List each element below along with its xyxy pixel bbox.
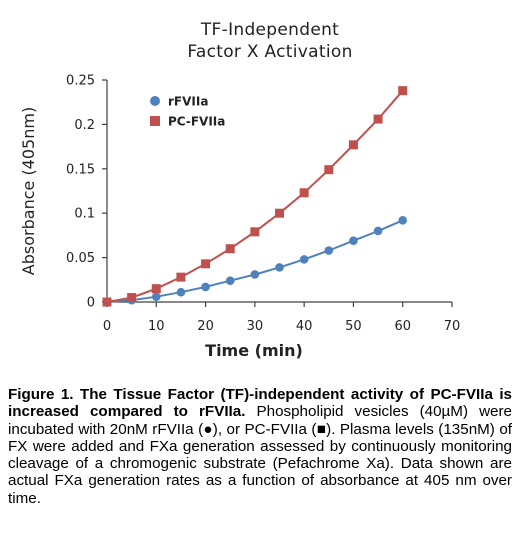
data-point-pc-fviia bbox=[299, 188, 309, 198]
data-point-pc-fviia bbox=[127, 293, 137, 303]
data-point-rfviia bbox=[299, 255, 309, 264]
data-point-pc-fviia bbox=[398, 86, 408, 96]
data-point-pc-fviia bbox=[250, 227, 260, 237]
data-point-pc-fviia bbox=[324, 165, 334, 175]
data-point-pc-fviia bbox=[348, 140, 358, 150]
y-tick-label: 0.25 bbox=[66, 74, 95, 89]
x-tick-label: 30 bbox=[247, 319, 264, 334]
data-point-rfviia bbox=[250, 270, 260, 279]
data-point-rfviia bbox=[201, 282, 210, 292]
x-tick-label: 10 bbox=[148, 319, 165, 334]
data-point-rfviia bbox=[398, 216, 408, 225]
data-point-rfviia bbox=[275, 263, 284, 272]
x-tick-label: 20 bbox=[197, 319, 214, 334]
data-point-rfviia bbox=[373, 226, 383, 236]
x-tick-label: 40 bbox=[296, 319, 313, 334]
data-point-pc-fviia bbox=[275, 208, 284, 218]
x-tick-label: 70 bbox=[444, 319, 461, 334]
legend-label-pc-fviia: PC-FVIIa bbox=[168, 115, 225, 129]
legend-marker-pc-fviia bbox=[150, 116, 160, 126]
caption-text: Phospholipid vesicles (40µM) were incuba… bbox=[8, 403, 512, 507]
caption-bold: Figure 1. The Tissue Factor (TF)-indepen… bbox=[8, 386, 512, 421]
legend-marker-rfviia bbox=[150, 96, 160, 106]
x-tick-label: 0 bbox=[103, 319, 111, 334]
data-point-rfviia bbox=[349, 236, 358, 246]
x-axis-label: Time (min) bbox=[205, 341, 303, 360]
x-tick-label: 60 bbox=[394, 319, 411, 334]
data-point-pc-fviia bbox=[151, 284, 161, 294]
data-point-rfviia bbox=[225, 276, 235, 285]
chart-plot: 0 10 20 30 40 50 60 70 0 0.05 0.1 0.15 0.2 0.25 Time (… bbox=[19, 74, 461, 361]
figure-caption: Figure 1. The Tissue Factor (TF)-indepen… bbox=[8, 386, 512, 507]
y-tick-label: 0.05 bbox=[66, 251, 95, 266]
chart-title-line-1: TF-Independent bbox=[200, 20, 340, 40]
data-point-rfviia bbox=[176, 287, 186, 297]
x-tick-label: 50 bbox=[345, 319, 362, 334]
data-point-pc-fviia bbox=[176, 272, 186, 282]
data-point-pc-fviia bbox=[373, 114, 383, 124]
chart: TF-Independent Factor X Activation 0 10 20… bbox=[19, 20, 461, 361]
y-axis-label: Absorbance (405nm) bbox=[19, 107, 38, 275]
y-tick-label: 0 bbox=[87, 296, 95, 311]
data-point-pc-fviia bbox=[201, 259, 211, 269]
y-tick-label: 0.2 bbox=[74, 118, 95, 133]
data-point-rfviia bbox=[151, 292, 161, 301]
legend-label-rfviia: rFVIIa bbox=[168, 95, 208, 109]
data-point-pc-fviia bbox=[102, 297, 112, 307]
data-point-pc-fviia bbox=[225, 244, 235, 254]
y-tick-label: 0.1 bbox=[74, 207, 95, 222]
chart-title-line-2: Factor X Activation bbox=[187, 42, 353, 62]
y-tick-label: 0.15 bbox=[66, 162, 95, 177]
data-point-rfviia bbox=[324, 246, 334, 255]
